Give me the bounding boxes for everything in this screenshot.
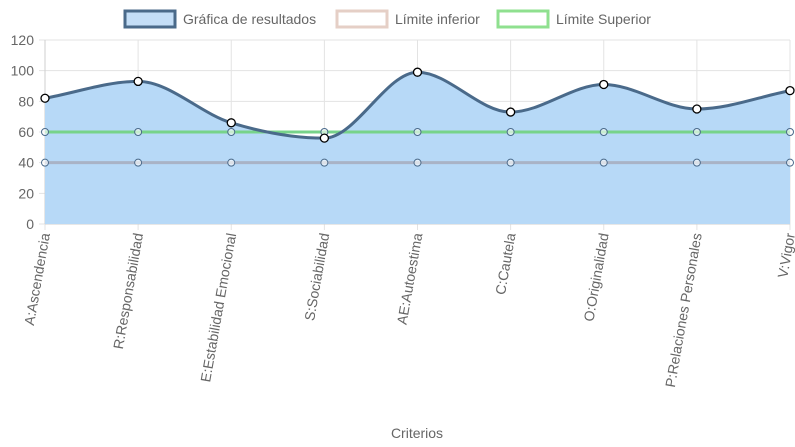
y-tick-label: 0	[26, 216, 34, 232]
results-area	[45, 72, 790, 224]
legend-swatch-resultados[interactable]	[123, 9, 177, 29]
x-tick-label: O:Originalidad	[580, 232, 611, 323]
point-limite-superior[interactable]	[599, 128, 608, 136]
point-limite-inferior[interactable]	[227, 158, 236, 167]
y-tick-label: 80	[18, 93, 34, 109]
point-limite-inferior[interactable]	[506, 158, 515, 167]
point-limite-superior[interactable]	[227, 128, 236, 136]
legend-swatch-limite-inferior[interactable]	[335, 9, 389, 29]
point-limite-inferior[interactable]	[692, 158, 701, 167]
x-axis-title: Criterios	[391, 425, 443, 441]
x-tick-label: R:Responsabilidad	[110, 232, 146, 351]
point-resultados[interactable]	[785, 85, 795, 96]
point-limite-inferior[interactable]	[786, 158, 794, 167]
point-resultados[interactable]	[133, 76, 143, 87]
point-limite-superior[interactable]	[506, 128, 515, 136]
x-tick-label: E:Estabilidad Emocional	[197, 232, 239, 383]
y-axis-ticks: 0 20 40 60 80 100 120	[11, 32, 35, 232]
y-tick-label: 100	[11, 63, 35, 79]
y-tick-label: 20	[18, 185, 34, 201]
point-limite-inferior[interactable]	[134, 158, 143, 167]
y-tick-label: 40	[18, 155, 34, 171]
point-limite-inferior[interactable]	[599, 158, 608, 167]
legend-label-resultados[interactable]: Gráfica de resultados	[183, 11, 316, 27]
results-fill-area	[45, 72, 790, 224]
point-resultados[interactable]	[40, 93, 50, 103]
chart-legend: Gráfica de resultados Límite inferior Lí…	[123, 9, 651, 29]
point-limite-inferior[interactable]	[413, 158, 422, 167]
x-tick-label: A:Ascendencia	[21, 232, 53, 327]
point-resultados[interactable]	[319, 133, 330, 143]
point-limite-inferior[interactable]	[41, 158, 49, 167]
x-tick-label: C:Cautela	[492, 232, 519, 296]
point-resultados[interactable]	[226, 118, 236, 128]
y-tick-label: 60	[18, 124, 34, 140]
point-limite-superior[interactable]	[413, 128, 422, 136]
legend-label-limite-superior[interactable]: Límite Superior	[556, 11, 651, 27]
legend-swatch-limite-superior[interactable]	[496, 9, 550, 29]
x-axis-ticks: A:Ascendencia R:Responsabilidad E:Estabili…	[21, 231, 795, 388]
y-tick-label: 120	[11, 32, 35, 48]
x-tick-label: S:Sociabilidad	[301, 232, 332, 322]
point-limite-superior[interactable]	[41, 128, 49, 136]
point-limite-inferior[interactable]	[320, 158, 329, 167]
x-tick-label: V:Vigor	[774, 231, 795, 279]
x-tick-label: AE:Autoestima	[394, 232, 426, 326]
x-tick-label: P:Relaciones Personales	[662, 232, 705, 389]
point-resultados[interactable]	[692, 104, 702, 114]
point-resultados[interactable]	[412, 67, 423, 77]
point-resultados[interactable]	[599, 79, 609, 90]
point-limite-superior[interactable]	[692, 128, 701, 136]
point-limite-superior[interactable]	[134, 128, 143, 136]
legend-label-limite-inferior[interactable]: Límite inferior	[395, 11, 480, 27]
data-points	[40, 67, 795, 167]
point-limite-superior[interactable]	[786, 128, 794, 136]
point-resultados[interactable]	[505, 107, 516, 117]
